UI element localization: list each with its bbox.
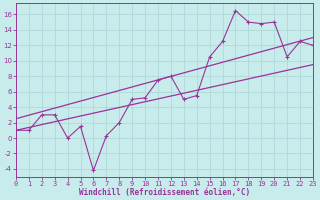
X-axis label: Windchill (Refroidissement éolien,°C): Windchill (Refroidissement éolien,°C) bbox=[79, 188, 250, 197]
